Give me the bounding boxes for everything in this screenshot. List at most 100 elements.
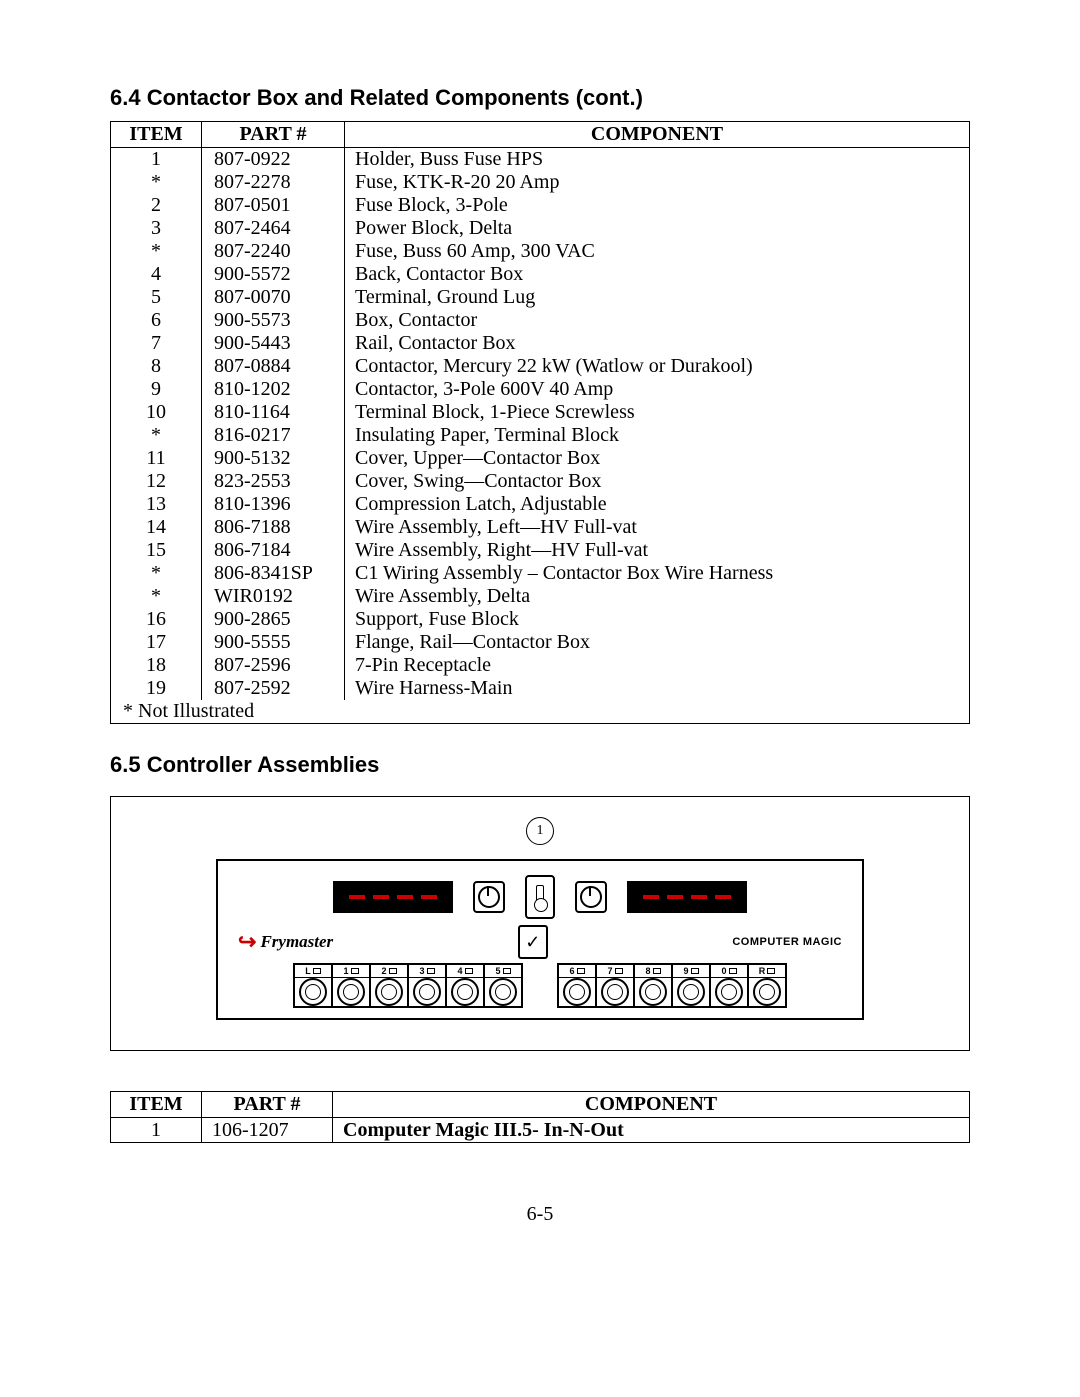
cell-component: Cover, Swing—Contactor Box — [345, 470, 970, 493]
cell-item: 6 — [111, 309, 202, 332]
keys-row: L12345 67890R — [230, 963, 850, 1008]
controller-figure: 1 ↪ Frymaster ✓ COMPUTER MAGIC L12345 67… — [110, 796, 970, 1051]
key-7: 7 — [597, 965, 635, 1006]
thermometer-icon — [525, 875, 555, 919]
keys-left-group: L12345 — [293, 963, 523, 1008]
key-label: R — [749, 965, 785, 978]
cell-component: Box, Contactor — [345, 309, 970, 332]
cell-part: 806-7188 — [202, 516, 345, 539]
key-label: 4 — [447, 965, 483, 978]
cell-component: C1 Wiring Assembly – Contactor Box Wire … — [345, 562, 970, 585]
table-row: 10810-1164Terminal Block, 1-Piece Screwl… — [111, 401, 970, 424]
key-3: 3 — [409, 965, 447, 1006]
cell-component: Rail, Contactor Box — [345, 332, 970, 355]
cell-part: 900-2865 — [202, 608, 345, 631]
cell-item: 15 — [111, 539, 202, 562]
key-4: 4 — [447, 965, 485, 1006]
key-cap — [447, 978, 483, 1006]
table-row: 1807-0922Holder, Buss Fuse HPS — [111, 148, 970, 172]
key-label: 6 — [559, 965, 595, 978]
cell-component: Holder, Buss Fuse HPS — [345, 148, 970, 172]
key-label: 9 — [673, 965, 709, 978]
table-footnote: * Not Illustrated — [111, 700, 970, 724]
cell-part: 816-0217 — [202, 424, 345, 447]
display-left — [333, 881, 453, 913]
cell-part: 807-2240 — [202, 240, 345, 263]
cell-component: Computer Magic III.5- In-N-Out — [333, 1118, 970, 1143]
key-cap — [409, 978, 445, 1006]
cell-component: 7-Pin Receptacle — [345, 654, 970, 677]
cell-item: * — [111, 424, 202, 447]
cell-part: 807-0070 — [202, 286, 345, 309]
cell-part: 806-7184 — [202, 539, 345, 562]
table-row: 3807-2464Power Block, Delta — [111, 217, 970, 240]
table-row: *WIR0192Wire Assembly, Delta — [111, 585, 970, 608]
cell-component: Terminal, Ground Lug — [345, 286, 970, 309]
cell-item: 5 — [111, 286, 202, 309]
key-0: 0 — [711, 965, 749, 1006]
cell-item: 18 — [111, 654, 202, 677]
key-cap — [711, 978, 747, 1006]
key-6: 6 — [559, 965, 597, 1006]
cell-item: 13 — [111, 493, 202, 516]
cell-component: Compression Latch, Adjustable — [345, 493, 970, 516]
cell-item: * — [111, 171, 202, 194]
cell-item: 17 — [111, 631, 202, 654]
cell-part: 823-2553 — [202, 470, 345, 493]
swoosh-icon: ↪ — [238, 935, 256, 948]
cell-component: Wire Harness-Main — [345, 677, 970, 700]
table-row: 5807-0070Terminal, Ground Lug — [111, 286, 970, 309]
cell-component: Fuse, KTK-R-20 20 Amp — [345, 171, 970, 194]
display-right — [627, 881, 747, 913]
cell-component: Wire Assembly, Delta — [345, 585, 970, 608]
cell-item: * — [111, 240, 202, 263]
cell-component: Wire Assembly, Left—HV Full-vat — [345, 516, 970, 539]
table-row: *806-8341SPC1 Wiring Assembly – Contacto… — [111, 562, 970, 585]
brand-row: ↪ Frymaster ✓ COMPUTER MAGIC — [238, 925, 842, 959]
cell-component: Contactor, Mercury 22 kW (Watlow or Dura… — [345, 355, 970, 378]
key-cap — [597, 978, 633, 1006]
cell-part: 900-5555 — [202, 631, 345, 654]
cell-component: Back, Contactor Box — [345, 263, 970, 286]
cell-part: 810-1396 — [202, 493, 345, 516]
cell-component: Support, Fuse Block — [345, 608, 970, 631]
cell-component: Wire Assembly, Right—HV Full-vat — [345, 539, 970, 562]
key-label: 8 — [635, 965, 671, 978]
col-part-2: PART # — [202, 1092, 333, 1118]
table-row: *807-2240Fuse, Buss 60 Amp, 300 VAC — [111, 240, 970, 263]
table-row: 6900-5573Box, Contactor — [111, 309, 970, 332]
cell-part: 106-1207 — [202, 1118, 333, 1143]
col-item-2: ITEM — [111, 1092, 202, 1118]
cell-part: 806-8341SP — [202, 562, 345, 585]
key-label: 2 — [371, 965, 407, 978]
cell-item: 11 — [111, 447, 202, 470]
cell-item: 10 — [111, 401, 202, 424]
keys-right-group: 67890R — [557, 963, 787, 1008]
table-row: 18807-25967-Pin Receptacle — [111, 654, 970, 677]
cell-item: 7 — [111, 332, 202, 355]
table-row: 15806-7184Wire Assembly, Right—HV Full-v… — [111, 539, 970, 562]
cell-component: Power Block, Delta — [345, 217, 970, 240]
cell-part: 900-5443 — [202, 332, 345, 355]
table-row: 12823-2553Cover, Swing—Contactor Box — [111, 470, 970, 493]
page-number: 6-5 — [110, 1203, 970, 1226]
cell-component: Cover, Upper—Contactor Box — [345, 447, 970, 470]
power-button-left — [473, 881, 505, 913]
cell-part: WIR0192 — [202, 585, 345, 608]
cell-part: 900-5572 — [202, 263, 345, 286]
cell-item: 3 — [111, 217, 202, 240]
cell-item: 4 — [111, 263, 202, 286]
cell-item: 2 — [111, 194, 202, 217]
cell-part: 810-1202 — [202, 378, 345, 401]
table-row: 9810-1202Contactor, 3-Pole 600V 40 Amp — [111, 378, 970, 401]
cell-component: Contactor, 3-Pole 600V 40 Amp — [345, 378, 970, 401]
cell-part: 900-5573 — [202, 309, 345, 332]
key-label: 3 — [409, 965, 445, 978]
key-5: 5 — [485, 965, 521, 1006]
key-cap — [673, 978, 709, 1006]
col-component-2: COMPONENT — [333, 1092, 970, 1118]
col-item: ITEM — [111, 122, 202, 148]
parts-table-6-5: ITEM PART # COMPONENT 1106-1207Computer … — [110, 1091, 970, 1143]
col-part: PART # — [202, 122, 345, 148]
cell-item: 14 — [111, 516, 202, 539]
